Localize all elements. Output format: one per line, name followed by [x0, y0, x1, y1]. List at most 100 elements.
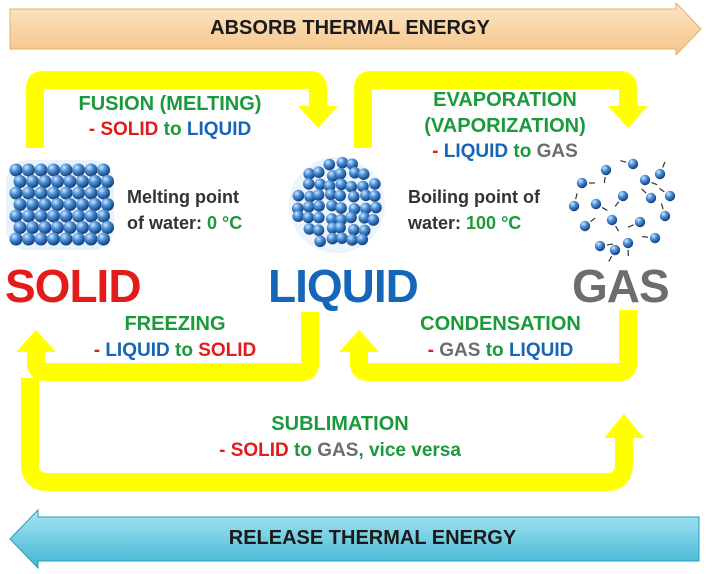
liquid-particles-icon — [289, 156, 385, 253]
state-solid: SOLID — [5, 260, 142, 312]
evaporation-arrow — [354, 71, 637, 148]
particle — [323, 158, 336, 171]
particle — [63, 198, 77, 211]
particle — [47, 209, 60, 223]
particle — [72, 163, 85, 177]
fusion-title: FUSION (MELTING) — [78, 93, 262, 115]
particle — [312, 189, 325, 201]
sublimation-arrow — [21, 378, 633, 491]
absorb-energy-banner — [9, 1, 702, 57]
solid-particles-icon — [6, 160, 114, 250]
release-energy-banner — [9, 508, 700, 570]
particle — [326, 232, 339, 245]
condensation-arrowhead — [339, 330, 379, 352]
particle — [84, 209, 98, 223]
particle — [325, 213, 338, 225]
fusion-arrow — [26, 71, 327, 148]
freezing-arrowhead — [16, 330, 56, 352]
freezing-description: - LIQUID to SOLID — [93, 340, 257, 361]
fusion-to: LIQUID — [186, 119, 252, 140]
condensation-to: LIQUID — [508, 340, 574, 361]
particle — [101, 175, 114, 188]
particle — [303, 200, 315, 213]
condensation-from: GAS — [439, 340, 481, 361]
particle — [26, 175, 39, 188]
particle — [13, 221, 27, 234]
particle — [302, 211, 315, 224]
particle — [26, 198, 39, 211]
fusion-description: - SOLID to LIQUID — [88, 119, 252, 140]
particle — [34, 186, 48, 200]
freezing-title: FREEZING — [124, 313, 226, 335]
particle — [594, 240, 606, 252]
particle — [568, 200, 580, 212]
particle — [84, 163, 98, 177]
particle — [13, 198, 27, 211]
particle — [627, 158, 639, 170]
particle — [335, 178, 348, 191]
particle — [88, 221, 102, 234]
condensation-label: CONDENSATION - GAS to LIQUID — [393, 313, 608, 362]
sublimation-title: SUBLIMATION — [271, 413, 409, 435]
particle — [622, 237, 634, 249]
particle — [97, 232, 110, 246]
particle — [314, 235, 326, 248]
particle — [335, 202, 347, 214]
particle — [576, 177, 588, 189]
particle — [369, 178, 381, 190]
evaporation-title-1: EVAPORATION — [433, 89, 577, 111]
particle — [26, 221, 39, 234]
particle — [51, 175, 64, 188]
particle — [357, 168, 370, 181]
particle — [367, 214, 380, 226]
particle — [345, 180, 358, 193]
particle — [645, 192, 657, 204]
particle — [600, 164, 612, 176]
particle — [84, 186, 98, 200]
particle — [72, 186, 85, 200]
particle — [47, 186, 60, 200]
particle — [292, 210, 305, 222]
fusion-from: SOLID — [100, 119, 159, 140]
particle — [579, 220, 591, 232]
particle — [59, 163, 73, 177]
condensation-description: - GAS to LIQUID — [427, 340, 574, 361]
particle — [336, 232, 348, 245]
particle — [59, 232, 73, 246]
particle — [59, 186, 73, 200]
particle — [97, 186, 110, 200]
evaporation-label: EVAPORATION (VAPORIZATION) - LIQUID to G… — [390, 89, 620, 163]
particle — [609, 244, 621, 256]
particle — [72, 232, 85, 246]
particle — [34, 163, 48, 177]
particle — [303, 223, 316, 235]
particle — [664, 190, 676, 202]
evaporation-description: - LIQUID to GAS — [432, 141, 578, 162]
particle — [358, 211, 371, 224]
particle — [606, 214, 618, 226]
particle — [76, 175, 89, 188]
particle — [617, 190, 629, 202]
particle — [88, 175, 102, 188]
state-gas: GAS — [572, 260, 670, 312]
particle — [349, 166, 361, 179]
particle — [63, 221, 77, 234]
particle — [334, 167, 347, 180]
sublimation-description: - SOLID to GAS, vice versa — [219, 440, 461, 461]
state-liquid: LIQUID — [268, 260, 419, 312]
evaporation-arrowhead — [608, 106, 648, 128]
gas-particles-icon — [568, 158, 676, 262]
particle — [368, 190, 381, 202]
fusion-arrowhead — [298, 106, 338, 128]
particle — [334, 189, 346, 202]
particle — [9, 186, 23, 200]
particle — [22, 163, 35, 177]
sublimation-from: SOLID — [230, 440, 289, 461]
particle — [47, 163, 60, 177]
evaporation-title-2: (VAPORIZATION) — [424, 115, 586, 137]
particle — [590, 198, 602, 210]
particle — [47, 232, 60, 246]
condensation-arrow — [350, 310, 637, 381]
particle — [357, 180, 369, 193]
particle — [356, 233, 369, 246]
